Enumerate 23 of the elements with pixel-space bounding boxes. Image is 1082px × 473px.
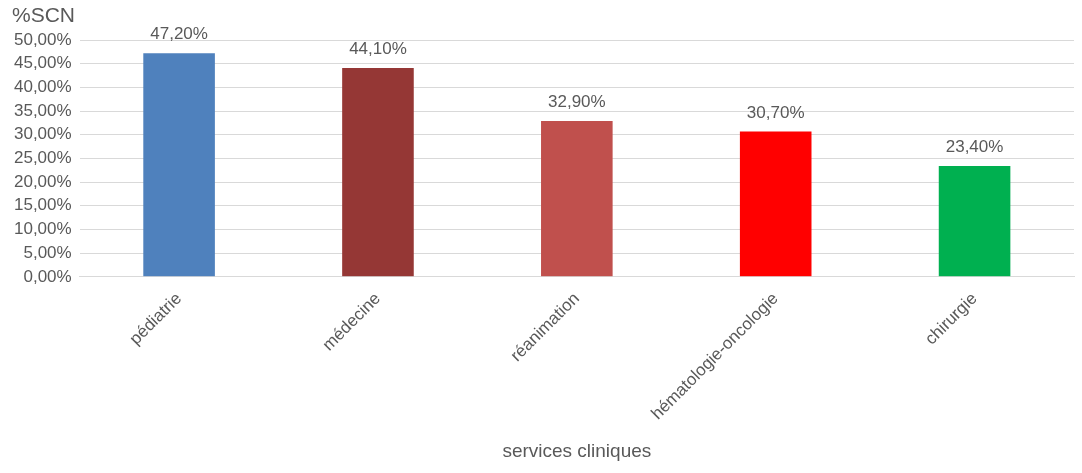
y-tick-label: 50,00% <box>13 29 72 49</box>
y-tick-label: 45,00% <box>13 53 72 73</box>
y-tick-label: 15,00% <box>13 195 72 215</box>
y-tick-label: 5,00% <box>23 242 72 262</box>
data-label: 47,20% <box>150 24 208 44</box>
y-tick-label: 20,00% <box>13 171 72 191</box>
y-axis-title: %SCN <box>12 3 76 27</box>
x-axis-title: services cliniques <box>502 439 652 461</box>
bar <box>541 120 613 277</box>
y-tick-label: 35,00% <box>13 100 72 120</box>
bar <box>938 165 1011 277</box>
y-tick-label: 30,00% <box>13 124 72 144</box>
bar <box>739 131 812 277</box>
y-tick-label: 40,00% <box>13 77 72 97</box>
y-tick-label: 0,00% <box>23 266 72 286</box>
bar <box>342 67 414 277</box>
bar <box>143 53 215 277</box>
data-label: 23,40% <box>945 137 1004 157</box>
data-label: 44,10% <box>349 39 407 59</box>
data-label: 30,70% <box>746 102 805 122</box>
data-label: 32,90% <box>547 92 606 112</box>
y-tick-label: 25,00% <box>13 148 72 168</box>
y-tick-label: 10,00% <box>13 219 72 239</box>
